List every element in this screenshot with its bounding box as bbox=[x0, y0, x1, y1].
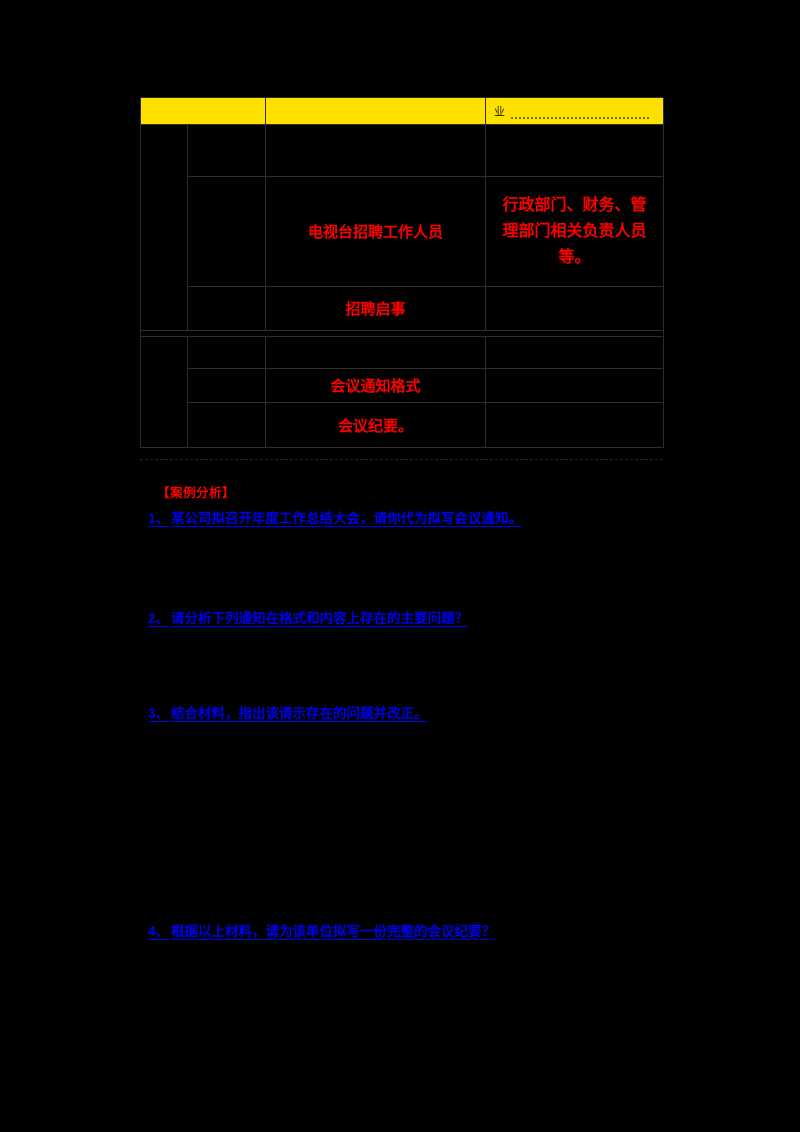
table-row3-col4 bbox=[486, 287, 664, 331]
question-2-text: 请分析下列通知在格式和内容上存在的主要问题？ bbox=[171, 611, 469, 626]
table-row3-col3: 招聘启事 bbox=[266, 287, 486, 331]
table-row2-col3: 电视台招聘工作人员 bbox=[266, 177, 486, 287]
table-row4-col4 bbox=[486, 337, 664, 369]
table-row5-col2 bbox=[188, 369, 266, 403]
table-row5-col4 bbox=[486, 369, 664, 403]
table-group-b-stub bbox=[141, 337, 188, 448]
question-3-number: 3、 bbox=[148, 706, 170, 721]
table-group-a-stub bbox=[141, 125, 188, 331]
table-row2-col4-red-line2: 理部门相关负责人员 bbox=[502, 222, 647, 240]
question-2: 2、 请分析下列通知在格式和内容上存在的主要问题？ bbox=[148, 610, 688, 628]
table-row6-col4 bbox=[486, 403, 664, 448]
table-row2-col2 bbox=[188, 177, 266, 287]
table-row1-col3 bbox=[266, 125, 486, 177]
question-1: 1、 某公司拟召开年度工作总结大会，请你代为拟写会议通知。 bbox=[148, 510, 688, 528]
question-1-text: 某公司拟召开年度工作总结大会，请你代为拟写会议通知。 bbox=[171, 511, 523, 526]
table-row6-col3-red-text: 会议纪要。 bbox=[337, 417, 413, 435]
question-3: 3、 结合材料，指出该请示存在的问题并改正。 bbox=[148, 705, 688, 723]
table-row6-col3: 会议纪要。 bbox=[266, 403, 486, 448]
table-row6-col2 bbox=[188, 403, 266, 448]
table-header-cell-3: 业 bbox=[486, 98, 664, 125]
table-header-cell-3-label: 业 bbox=[494, 106, 505, 118]
table-group-divider bbox=[141, 331, 664, 337]
table-header-cell-1 bbox=[141, 98, 266, 125]
table-row3-col2 bbox=[188, 287, 266, 331]
table-row4-col2 bbox=[188, 337, 266, 369]
question-4: 4、 根据以上材料，请为该单位拟写一份完整的会议纪要？ bbox=[148, 923, 688, 941]
question-4-number: 4、 bbox=[148, 924, 170, 939]
document-table: 业 电视台招聘工作人员 行政部门、财务、管 理部门相关负责人员 等。 招聘启事 bbox=[140, 97, 664, 448]
table-row1-col2 bbox=[188, 125, 266, 177]
table-row2-col4-red-line1: 行政部门、财务、管 bbox=[502, 196, 647, 214]
question-4-text: 根据以上材料，请为该单位拟写一份完整的会议纪要？ bbox=[171, 924, 496, 939]
table-row2-col3-red-text: 电视台招聘工作人员 bbox=[307, 224, 443, 241]
case-analysis-heading: 【案例分析】 bbox=[157, 486, 236, 500]
table-row1-col4 bbox=[486, 125, 664, 177]
table-row5-col3-red-text: 会议通知格式 bbox=[330, 378, 421, 395]
table-bottom-dashed-line bbox=[140, 459, 663, 460]
table-row5-col3: 会议通知格式 bbox=[266, 369, 486, 403]
table-row2-col4: 行政部门、财务、管 理部门相关负责人员 等。 bbox=[486, 177, 664, 287]
table-row4-col3 bbox=[266, 337, 486, 369]
question-1-number: 1、 bbox=[148, 511, 170, 526]
question-2-number: 2、 bbox=[148, 611, 170, 626]
table-row3-col3-red-text: 招聘启事 bbox=[345, 301, 406, 318]
table-header-cell-2 bbox=[266, 98, 486, 125]
question-3-text: 结合材料，指出该请示存在的问题并改正。 bbox=[171, 706, 428, 721]
header-squiggle-line bbox=[511, 109, 649, 119]
table-row2-col4-red-line3: 等。 bbox=[558, 248, 591, 266]
